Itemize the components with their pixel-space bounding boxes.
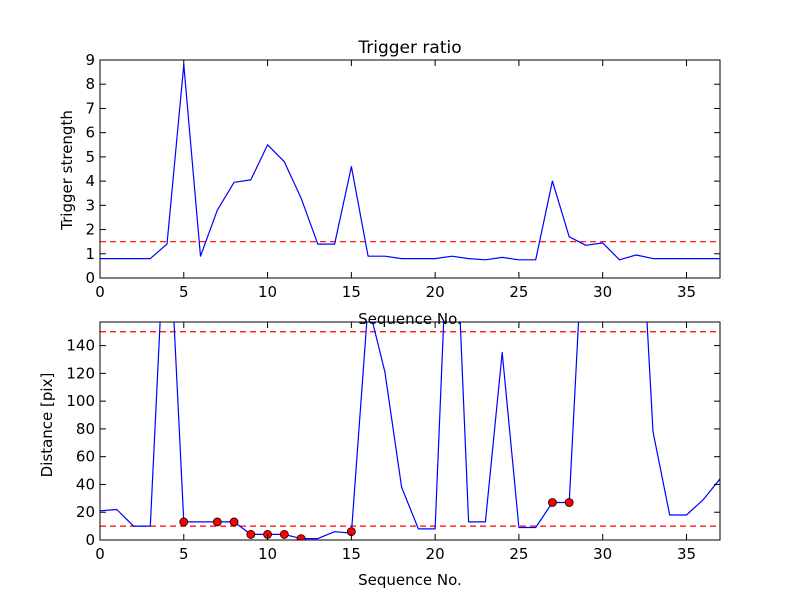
x-tick-label: 10: [258, 545, 277, 563]
y-tick-label: 40: [76, 475, 95, 493]
axes-frame: [99, 321, 721, 541]
data-point-marker: [229, 517, 239, 527]
x-tick-label: 15: [342, 283, 361, 301]
axes-frame: [99, 59, 721, 279]
x-tick-label: 0: [95, 283, 105, 301]
x-tick-label: 30: [593, 545, 612, 563]
y-tick-label: 60: [76, 448, 95, 466]
x-tick-label: 20: [426, 545, 445, 563]
data-point-marker: [279, 530, 289, 539]
data-point-marker: [212, 517, 222, 527]
y-axis-label: Distance [pix]: [38, 373, 56, 478]
y-tick-label: 8: [85, 75, 95, 93]
y-tick-label: 9: [85, 51, 95, 69]
y-tick-label: 1: [85, 245, 95, 263]
x-tick-label: 25: [509, 545, 528, 563]
y-tick-label: 2: [85, 221, 95, 239]
y-tick-label: 4: [85, 172, 95, 190]
y-tick-label: 20: [76, 503, 95, 521]
plot-area: 0 5 10 15 20 25 30 35 0 1 2 3 4 5 6 7 8 9: [85, 51, 721, 301]
x-tick-label: 0: [95, 545, 105, 563]
x-tick-label: 35: [677, 545, 696, 563]
y-tick-label: 80: [76, 420, 95, 438]
chart-title: Trigger ratio: [357, 38, 461, 58]
x-tick-label: 25: [509, 283, 528, 301]
x-axis-label: Sequence No.: [358, 571, 462, 589]
x-tick-label: 20: [426, 283, 445, 301]
y-tick-label: 5: [85, 148, 95, 166]
data-point-marker: [246, 530, 256, 539]
plot-area: 0 5 10 15 20 25 30 35 0 20 40 60 80 100 120 140: [66, 321, 721, 563]
trigger-ratio-chart: Trigger ratio Trigger strength Sequence …: [58, 38, 721, 328]
y-tick-label: 0: [85, 531, 95, 549]
series-line: [100, 322, 720, 540]
data-point-marker: [179, 517, 189, 527]
data-point-marker: [548, 498, 557, 507]
plot-data: [100, 322, 720, 540]
data-point-marker: [564, 498, 574, 507]
series-line: [100, 64, 720, 261]
x-tick-label: 10: [258, 283, 277, 301]
y-tick-label: 7: [85, 99, 95, 117]
distance-chart: Distance [pix] Sequence No. 0 5 10 15 20 25 30…: [38, 321, 721, 589]
y-tick-label: 120: [66, 364, 95, 382]
data-point-marker: [296, 534, 306, 540]
y-tick-label: 100: [66, 392, 95, 410]
x-axis-label: Sequence No.: [358, 310, 462, 328]
y-tick-label: 6: [85, 124, 95, 142]
x-tick-label: 5: [179, 545, 189, 563]
x-tick-label: 5: [179, 283, 189, 301]
y-axis-label: Trigger strength: [58, 110, 76, 231]
x-tick-label: 15: [342, 545, 361, 563]
plot-data: [100, 64, 720, 261]
y-tick-label: 3: [85, 196, 95, 214]
y-tick-label: 0: [85, 269, 95, 287]
x-tick-label: 35: [677, 283, 696, 301]
y-tick-label: 140: [66, 337, 95, 355]
x-tick-label: 30: [593, 283, 612, 301]
